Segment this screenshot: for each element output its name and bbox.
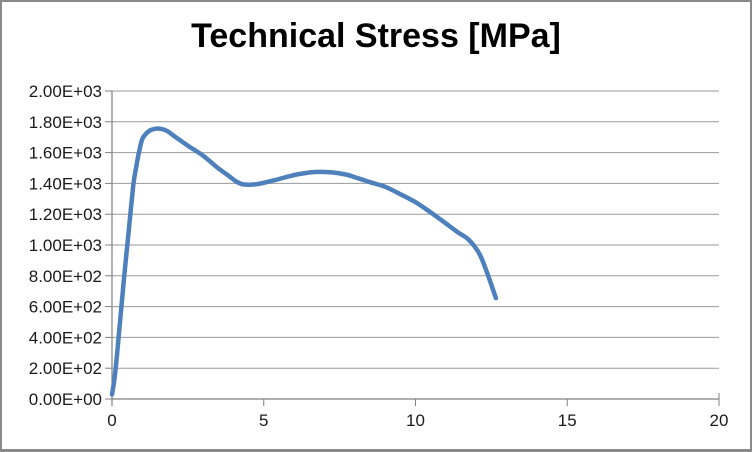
x-axis-label: 15 xyxy=(558,411,577,430)
chart-title: Technical Stress [MPa] xyxy=(191,17,561,55)
series-line-technical-stress xyxy=(109,126,499,397)
y-axis-label: 8.00E+02 xyxy=(29,267,102,286)
y-axis-label: 2.00E+02 xyxy=(29,359,102,378)
y-axis-label: 1.00E+03 xyxy=(29,236,102,255)
y-axis-label: 2.00E+03 xyxy=(29,82,102,101)
y-axis-label: 1.60E+03 xyxy=(29,144,102,163)
x-axis-label: 10 xyxy=(406,411,425,430)
y-axis-label: 1.80E+03 xyxy=(29,113,102,132)
y-axis-label: 1.20E+03 xyxy=(29,205,102,224)
y-axis-label: 1.40E+03 xyxy=(29,174,102,193)
x-axis-label: 0 xyxy=(107,411,116,430)
x-axis-label: 20 xyxy=(710,411,729,430)
x-axis-label: 5 xyxy=(259,411,268,430)
y-axis-label: 6.00E+02 xyxy=(29,298,102,317)
y-axis-label: 0.00E+00 xyxy=(29,390,102,409)
y-axis-label: 4.00E+02 xyxy=(29,328,102,347)
